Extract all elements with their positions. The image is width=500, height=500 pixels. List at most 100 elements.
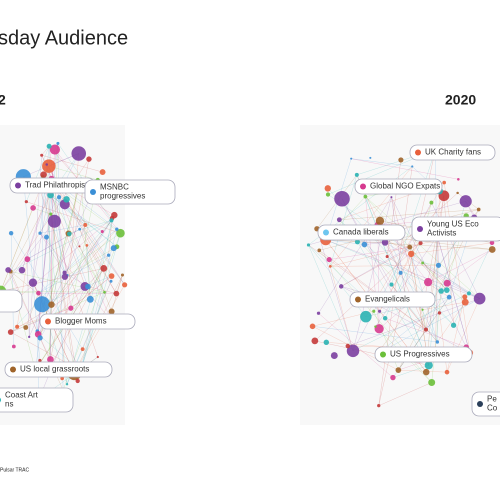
- label-dot: [477, 401, 483, 407]
- node: [488, 246, 496, 253]
- label-text: Co: [487, 404, 498, 413]
- node: [115, 227, 119, 231]
- label: Trad Philathropists: [9, 177, 96, 194]
- edge: [364, 242, 386, 245]
- node: [354, 172, 359, 177]
- node: [71, 146, 87, 161]
- node: [106, 253, 111, 257]
- label-text: UK Charity fans: [425, 148, 481, 157]
- title: sday Audience: [0, 27, 128, 49]
- edge: [64, 233, 121, 273]
- node: [99, 169, 106, 176]
- edge: [0, 207, 34, 292]
- node: [421, 261, 425, 265]
- edge: [39, 178, 81, 338]
- edge: [409, 246, 447, 291]
- edge: [21, 178, 52, 271]
- label-pill: [411, 216, 500, 242]
- node: [424, 361, 433, 370]
- node: [40, 153, 44, 157]
- edge: [391, 197, 407, 306]
- label: UK Charity fans: [409, 144, 496, 161]
- label-text: Coast Art: [5, 391, 39, 400]
- label-dot: [380, 351, 386, 358]
- edge: [365, 196, 447, 291]
- node: [429, 200, 434, 205]
- node: [377, 309, 382, 313]
- node: [96, 355, 99, 359]
- node: [38, 358, 42, 363]
- edge: [79, 229, 112, 312]
- node: [316, 311, 321, 315]
- node: [457, 178, 460, 181]
- node: [44, 234, 49, 240]
- edge: [341, 198, 398, 303]
- edge: [10, 194, 51, 272]
- edge: [391, 197, 467, 348]
- year: 2: [0, 92, 6, 108]
- edge: [352, 293, 470, 352]
- node: [75, 378, 80, 384]
- node: [57, 195, 62, 200]
- node: [382, 315, 388, 321]
- edge: [16, 259, 28, 327]
- node: [369, 156, 372, 159]
- label: Blogger Moms: [39, 313, 136, 330]
- edge: [377, 296, 450, 354]
- node: [450, 322, 457, 328]
- edge: [384, 242, 470, 294]
- edge: [39, 233, 112, 322]
- node: [390, 196, 393, 199]
- footer: Pulsar TRAC: [0, 467, 29, 473]
- label-pill: [4, 361, 113, 378]
- edge: [0, 268, 104, 292]
- node: [7, 329, 14, 335]
- node: [116, 228, 125, 238]
- edge: [41, 155, 104, 269]
- node: [438, 288, 444, 294]
- edge: [447, 283, 480, 299]
- node: [428, 379, 436, 386]
- node: [385, 255, 389, 259]
- edge: [41, 155, 103, 173]
- node: [30, 205, 36, 211]
- node: [61, 273, 69, 280]
- edge: [391, 149, 436, 285]
- node: [326, 256, 332, 263]
- node: [330, 352, 338, 360]
- edge: [38, 255, 109, 294]
- node: [36, 290, 41, 296]
- node: [435, 262, 442, 268]
- node: [328, 264, 332, 268]
- node: [63, 196, 70, 203]
- label-text: MSNBC: [100, 183, 129, 192]
- node: [47, 356, 54, 363]
- edge: [48, 146, 72, 309]
- label-text: Blogger Moms: [55, 317, 107, 326]
- edge: [378, 382, 432, 406]
- node: [49, 212, 53, 216]
- edge: [437, 235, 471, 353]
- edge: [453, 242, 493, 326]
- node: [473, 292, 486, 305]
- node: [489, 240, 495, 246]
- node: [361, 241, 368, 248]
- label-text: ns: [5, 400, 13, 409]
- edge: [422, 309, 427, 330]
- label-dot: [323, 229, 329, 236]
- edge: [39, 178, 81, 338]
- label-pill: [84, 179, 176, 205]
- edge: [80, 218, 113, 371]
- node: [37, 335, 43, 341]
- node: [338, 284, 344, 289]
- network-area: [300, 125, 500, 425]
- edge: [341, 242, 421, 287]
- label: Global NGO Expats: [354, 178, 443, 195]
- node: [48, 301, 55, 308]
- label-text: US local grassroots: [20, 365, 89, 374]
- edge: [50, 194, 86, 226]
- label-text: Evangelicals: [365, 295, 410, 304]
- edge: [37, 237, 47, 335]
- label-text: progressives: [100, 192, 145, 201]
